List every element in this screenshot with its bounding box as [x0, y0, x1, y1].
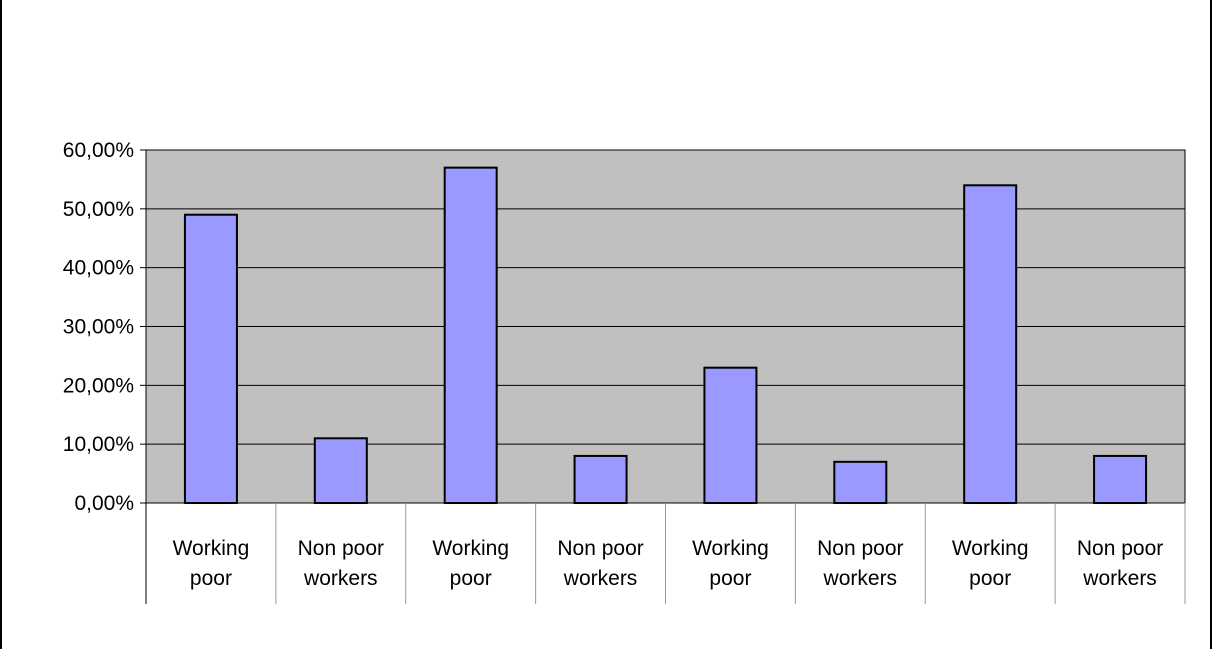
category-label-line: Working — [432, 537, 509, 560]
category-label-line: workers — [563, 567, 638, 590]
y-tick-label: 0,00% — [74, 492, 134, 515]
category-label: Working poor — [692, 537, 769, 590]
category-label-line: workers — [823, 567, 898, 590]
category-label-line: Non poor — [298, 537, 384, 560]
y-tick-label: 30,00% — [63, 316, 134, 339]
category-label-line: Non poor — [557, 537, 643, 560]
y-tick-label: 20,00% — [63, 374, 134, 397]
y-tick-labels: 0,00% 10,00% 20,00% 30,00% 40,00% 50,00% 60,00… — [63, 139, 134, 515]
category-label: Non poor workers — [557, 537, 643, 590]
y-tick-label: 40,00% — [63, 257, 134, 280]
axes — [140, 149, 1186, 604]
category-label: Non poor workers — [817, 537, 903, 590]
category-label-line: poor — [450, 567, 492, 590]
bar-7 — [1093, 454, 1148, 504]
bars — [183, 166, 1148, 505]
category-label-line: Working — [692, 537, 769, 560]
y-tick-label: 60,00% — [63, 139, 134, 162]
category-label-line: Working — [952, 537, 1029, 560]
bar-5 — [833, 460, 888, 505]
category-label: Working poor — [952, 537, 1029, 590]
category-label-line: Working — [173, 537, 250, 560]
category-labels: Working poor Non poor workers Working poor Non… — [173, 537, 1164, 590]
category-label-line: poor — [969, 567, 1011, 590]
category-label: Working poor — [432, 537, 509, 590]
category-label: Non poor workers — [298, 537, 384, 590]
category-label-line: workers — [303, 567, 378, 590]
bar-0 — [183, 213, 238, 504]
category-label: Working poor — [173, 537, 250, 590]
category-label-line: Non poor — [1077, 537, 1163, 560]
bar-1 — [313, 437, 368, 504]
y-tick-label: 10,00% — [63, 433, 134, 456]
bar-6 — [963, 184, 1018, 505]
category-label-line: workers — [1082, 567, 1157, 590]
bar-3 — [573, 454, 628, 504]
category-label: Non poor workers — [1077, 537, 1163, 590]
category-label-line: poor — [709, 567, 751, 590]
bar-2 — [443, 166, 498, 504]
bar-4 — [703, 366, 758, 504]
category-label-line: poor — [190, 567, 232, 590]
y-tick-label: 50,00% — [63, 198, 134, 221]
category-label-line: Non poor — [817, 537, 903, 560]
